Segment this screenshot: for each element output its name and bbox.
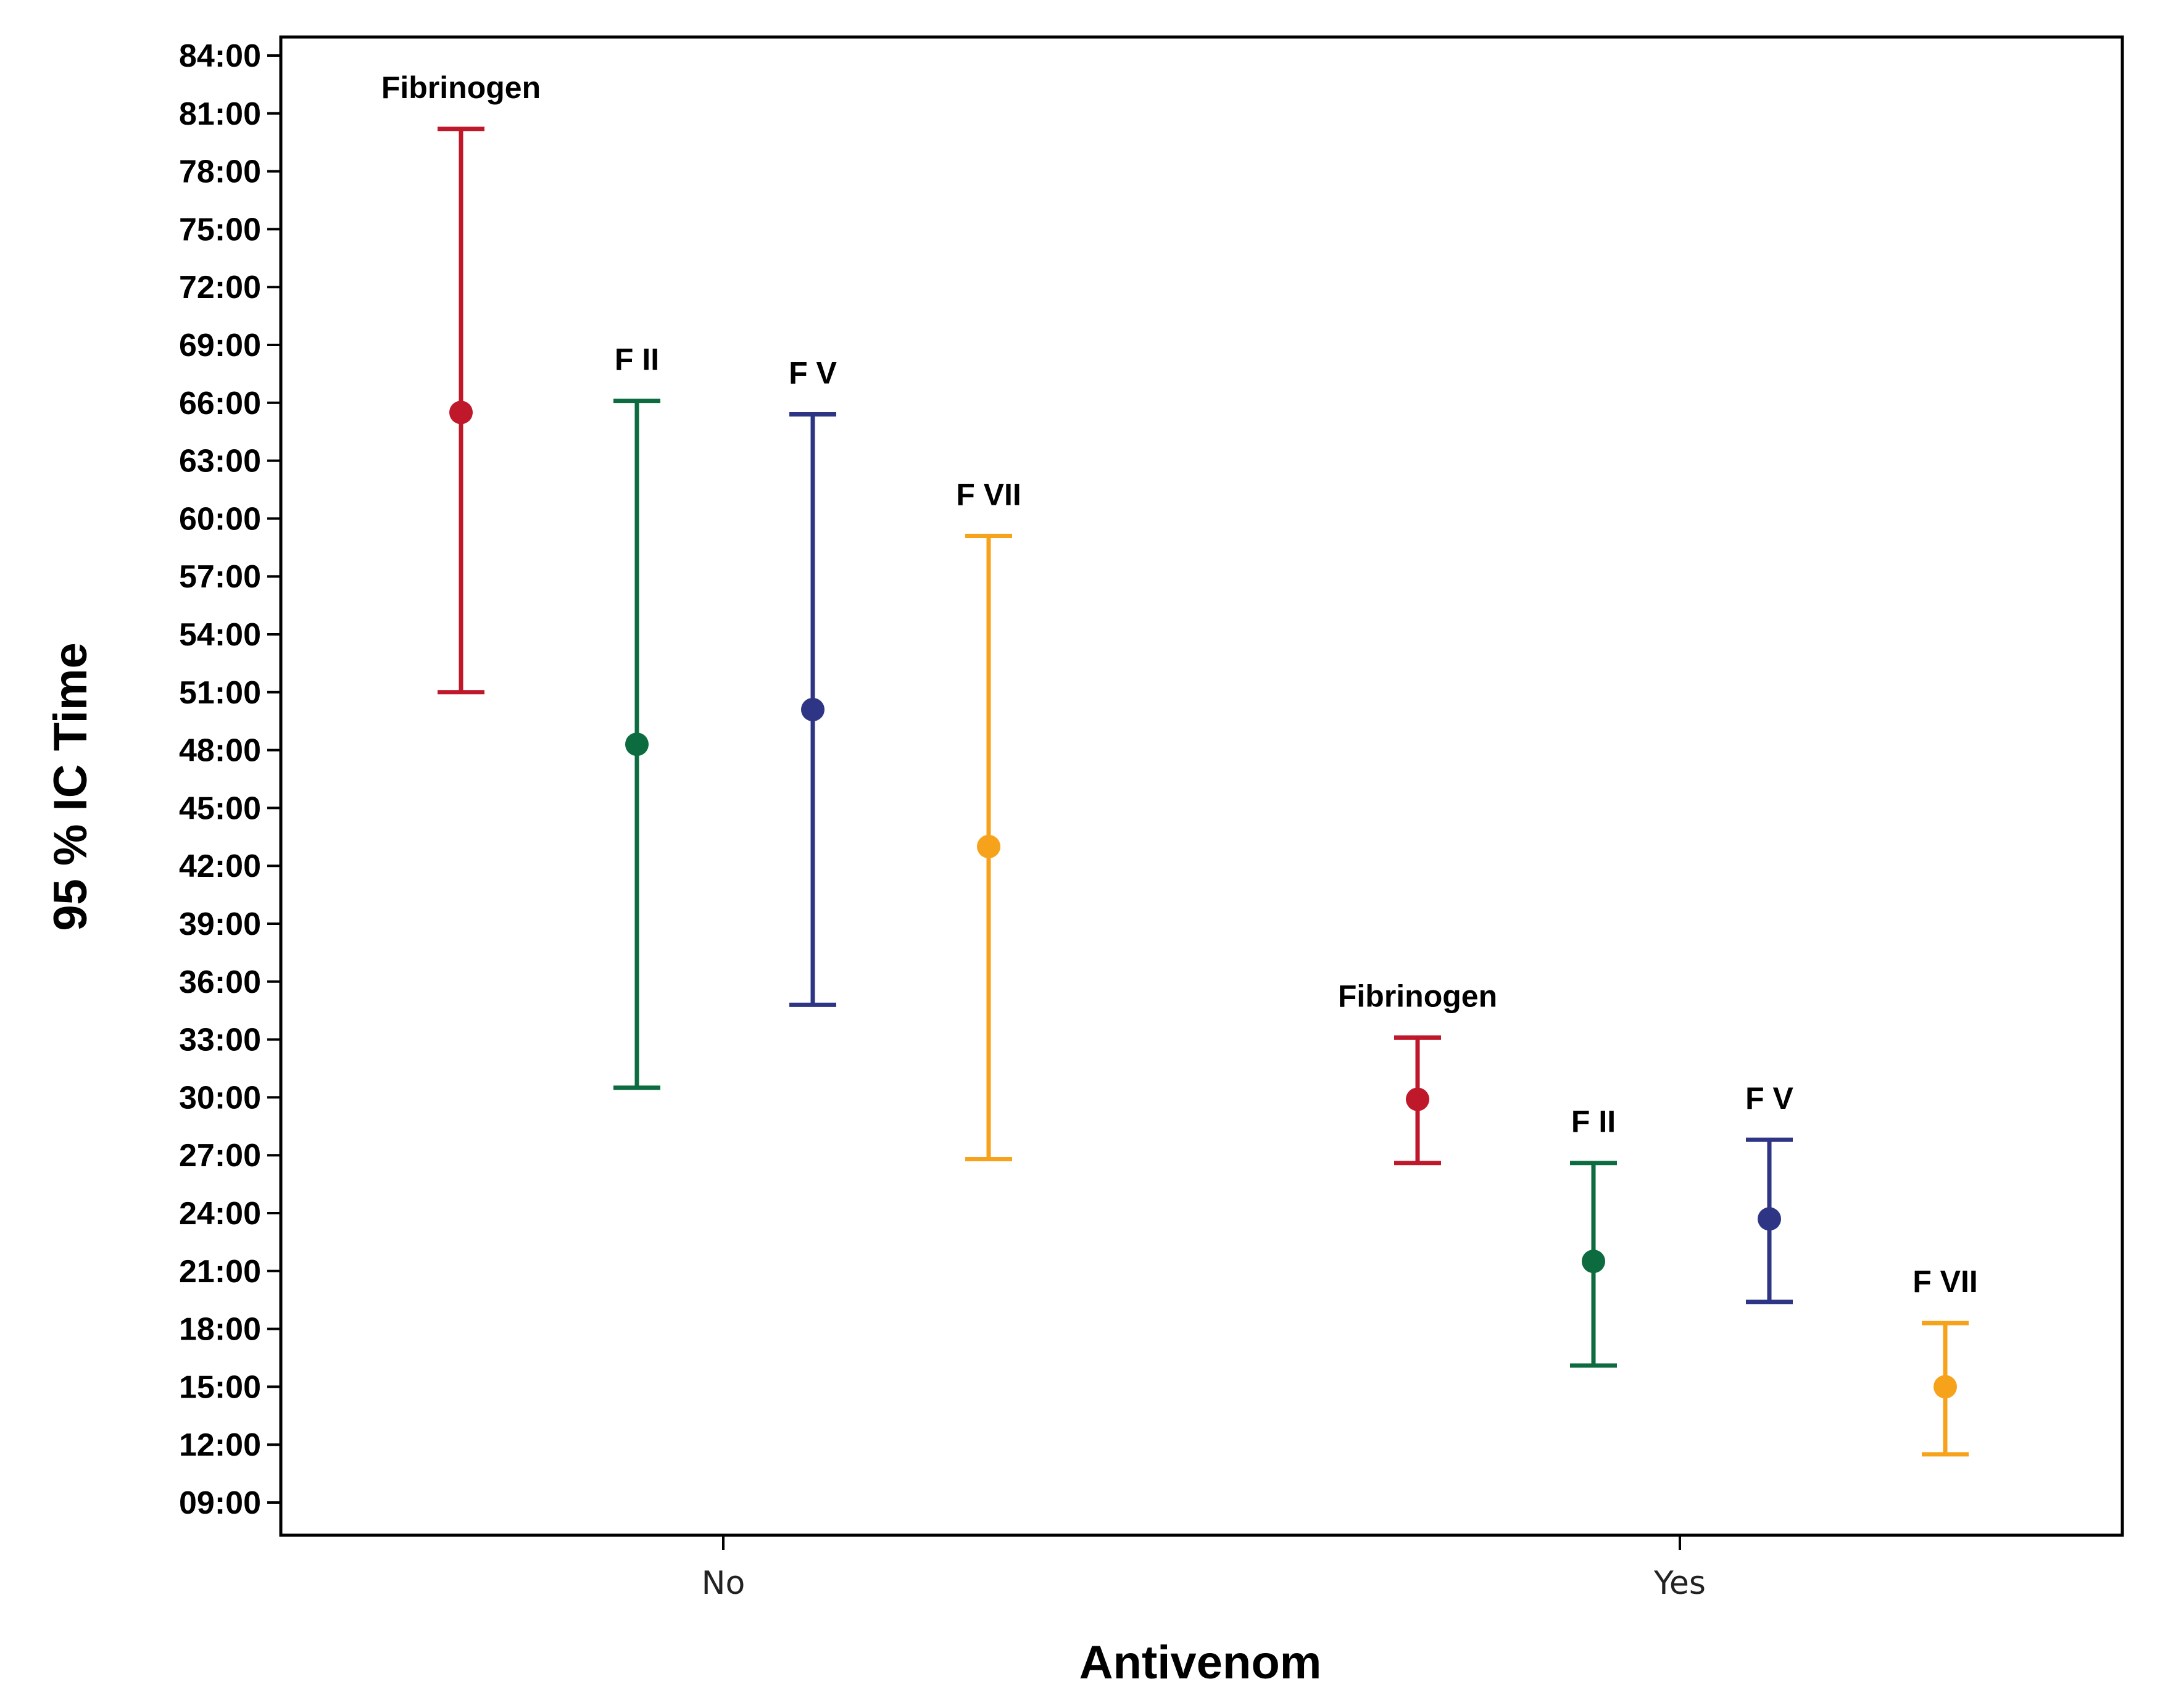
y-axis: 09:00 12:00 15:00 18:00 21:00 24:00 27:00 30:00… [179, 38, 281, 1521]
x-tick-label: No [702, 1565, 746, 1602]
x-tick-label: Yes [1653, 1565, 1706, 1602]
y-tick-label: 60:00 [179, 501, 261, 537]
mean-point [977, 834, 1000, 858]
y-tick-label: 12:00 [179, 1427, 261, 1463]
y-tick-label: 81:00 [179, 96, 261, 132]
mean-point [801, 697, 825, 721]
y-tick-label: 69:00 [179, 328, 261, 363]
y-tick-label: 63:00 [179, 444, 261, 479]
y-tick-label: 15:00 [179, 1369, 261, 1405]
y-tick-label: 09:00 [179, 1485, 261, 1521]
y-tick-label: 36:00 [179, 964, 261, 1000]
y-tick-label: 78:00 [179, 154, 261, 190]
errorbar-fibrinogen-yes [1394, 1035, 1441, 1166]
y-tick-label: 54:00 [179, 617, 261, 653]
y-tick-label: 51:00 [179, 675, 261, 711]
mean-point [449, 400, 473, 425]
errorbar-f-ii-no [613, 399, 660, 1090]
y-tick-label: 24:00 [179, 1196, 261, 1232]
series-label: Fibrinogen [381, 70, 541, 105]
plot-frame [279, 35, 2124, 1537]
series-label: F II [615, 342, 659, 377]
series-label: F VII [956, 478, 1021, 512]
y-tick-label: 42:00 [179, 848, 261, 884]
mean-point [1582, 1250, 1605, 1274]
errorbar-f-ii-yes [1570, 1161, 1617, 1368]
y-tick-label: 72:00 [179, 270, 261, 305]
errorbar-f-vii-yes [1922, 1320, 1969, 1457]
x-axis-title: Antivenom [1079, 1636, 1322, 1689]
error-bars [438, 126, 1969, 1457]
series-label: F II [1571, 1105, 1616, 1139]
y-tick-label: 21:00 [179, 1254, 261, 1290]
errorbar-f-vii-no [965, 534, 1012, 1161]
y-tick-label: 18:00 [179, 1312, 261, 1348]
mean-point [625, 732, 649, 757]
y-tick-label: 39:00 [179, 906, 261, 942]
mean-point [1758, 1207, 1781, 1231]
y-tick-label: 57:00 [179, 559, 261, 595]
y-tick-label: 30:00 [179, 1080, 261, 1116]
series-label: F V [789, 356, 837, 391]
y-tick-label: 45:00 [179, 790, 261, 826]
x-axis: No Yes [702, 1535, 1706, 1602]
series-label: F VII [1913, 1264, 1978, 1299]
y-tick-label: 33:00 [179, 1022, 261, 1058]
errorbar-f-v-yes [1746, 1137, 1793, 1304]
errorbar-fibrinogen-no [438, 126, 484, 695]
errorbar-f-v-no [789, 412, 836, 1007]
y-tick-label: 27:00 [179, 1138, 261, 1174]
y-tick-label: 75:00 [179, 212, 261, 247]
series-labels: Fibrinogen Fibrinogen F II F II F V F V F VII F… [381, 70, 1978, 1299]
series-label: Fibrinogen [1338, 979, 1497, 1013]
y-axis-title: 95 % IC Time [44, 642, 97, 931]
series-label: F V [1745, 1081, 1793, 1116]
mean-point [1934, 1375, 1957, 1399]
y-tick-label: 48:00 [179, 733, 261, 769]
mean-point [1406, 1087, 1429, 1111]
y-tick-label: 84:00 [179, 38, 261, 74]
y-tick-label: 66:00 [179, 386, 261, 421]
